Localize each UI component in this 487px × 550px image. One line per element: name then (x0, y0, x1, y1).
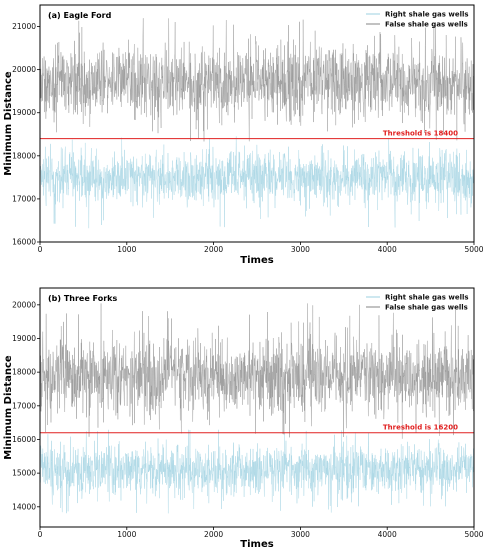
x-tick-label: 5000 (464, 530, 483, 539)
legend: Right shale gas wells False shale gas wel… (366, 11, 469, 29)
series-line-false-shale-gas-wells (40, 303, 474, 439)
y-tick-label: 21000 (12, 22, 36, 31)
threshold-label: Threshold is 18400 (383, 130, 458, 138)
x-tick-label: 4000 (378, 530, 397, 539)
y-tick-label: 20000 (12, 300, 36, 309)
y-tick-label: 14000 (12, 502, 36, 511)
panel-title: (a) Eagle Ford (48, 11, 112, 20)
y-tick-label: 17000 (12, 401, 36, 410)
chart-panel-eagle-ford: Threshold is 18400 0 1000 2000 3000 4000 5000 1… (3, 4, 484, 266)
x-tick-label: 3000 (291, 245, 310, 254)
threshold-label: Threshold is 16200 (383, 424, 458, 432)
x-tick-label: 4000 (378, 245, 397, 254)
plot-area (40, 303, 474, 514)
plot-area (40, 18, 474, 229)
y-tick-label: 18000 (12, 368, 36, 377)
legend-label-false-shale-gas-wells: False shale gas wells (385, 304, 468, 312)
series-line-right-shale-gas-wells (40, 429, 474, 514)
axes-frame (39, 4, 475, 243)
y-tick-label: 15000 (12, 469, 36, 478)
y-tick-label: 16000 (12, 435, 36, 444)
x-axis-title: Times (240, 539, 273, 550)
x-tick-label: 0 (38, 530, 43, 539)
series-line-false-shale-gas-wells (40, 18, 474, 142)
legend-label-right-shale-gas-wells: Right shale gas wells (385, 294, 469, 302)
x-tick-label: 5000 (464, 245, 483, 254)
axes-frame (39, 287, 475, 528)
y-tick-label: 19000 (12, 108, 36, 117)
series-line-right-shale-gas-wells (40, 136, 474, 229)
y-tick-label: 16000 (12, 238, 36, 247)
x-tick-label: 0 (38, 245, 43, 254)
chart-panel-three-forks: Threshold is 16200 0 1000 2000 3000 4000 5000 1… (3, 287, 484, 550)
x-tick-label: 2000 (204, 245, 223, 254)
y-tick-label: 18000 (12, 151, 36, 160)
x-tick-label: 1000 (117, 245, 136, 254)
y-tick-label: 17000 (12, 194, 36, 203)
y-tick-label: 20000 (12, 65, 36, 74)
y-axis-title: Minimum Distance (3, 71, 14, 176)
x-axis-title: Times (240, 255, 273, 266)
x-tick-label: 2000 (204, 530, 223, 539)
legend: Right shale gas wells False shale gas wel… (366, 294, 469, 312)
legend-label-right-shale-gas-wells: Right shale gas wells (385, 11, 469, 19)
y-axis-title: Minimum Distance (3, 355, 14, 460)
panel-title: (b) Three Forks (48, 294, 117, 303)
y-tick-label: 19000 (12, 334, 36, 343)
x-tick-label: 1000 (117, 530, 136, 539)
x-tick-label: 3000 (291, 530, 310, 539)
legend-label-false-shale-gas-wells: False shale gas wells (385, 21, 468, 29)
